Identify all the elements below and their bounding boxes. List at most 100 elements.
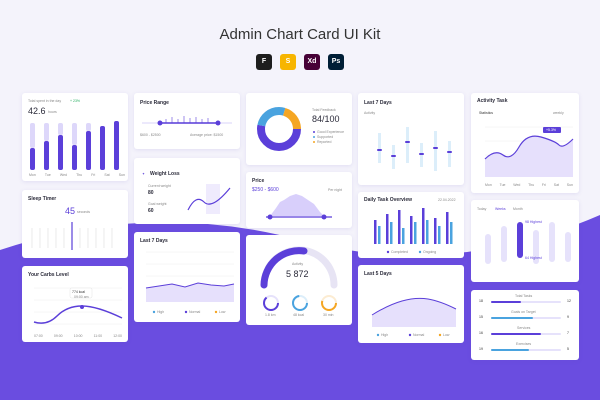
gauge-label: Activity [292,262,304,266]
donut-legend-good: Good Experience [317,130,345,134]
task-row-b: 12 [567,299,571,303]
sleep-ticks [31,222,113,250]
price-range-average: Average price: $1500 [190,133,224,137]
price-histogram[interactable] [246,172,352,228]
task-row-a: 19 [479,347,483,351]
last7b-chart [377,127,452,171]
weight-goal-value: 60 [148,208,154,214]
last7a-legend-high: High [157,310,165,314]
activity-chart [484,126,574,177]
last7a-legend-normal: Normal [189,310,201,314]
activity-days: Mon Tue Wed Thu Fri Sat Sun [485,183,573,187]
activity-badge: +5.3% [546,128,557,132]
sleep-timer-card: Sleep Timer 45 seconds [22,190,128,258]
gauge-card: Activity 5 872 1.8 km 48 kcal 30 min [246,235,352,325]
task-row-b: 7 [567,331,569,335]
weight-loss-card: Weight Loss ✦ Current weight 80 Goal wei… [134,158,240,224]
task-row-a: 15 [479,315,483,319]
range-low-label: 64 Highest [525,256,542,260]
weight-icon: ✦ [142,172,145,176]
donut-legend-reported: Reported [317,140,332,144]
weekly-label: Total spent in the day [28,99,62,103]
carbs-card: Your Carbs Level 774 kcal 09:00 am 07:00… [22,266,128,342]
price-range-card: Price Range $600 - $2500 Average price: … [134,93,240,149]
weight-current-label: Current weight [148,184,171,188]
daily-bars [374,208,453,254]
carbs-tooltip: 774 kcal [72,290,86,294]
gauge-distance: 1.8 km [265,313,276,317]
gauge-time: 30 min [323,313,334,317]
carbs-ticks: 07:00 09:00 10:00 11:00 12:00 [34,334,122,338]
sleep-unit: seconds [77,210,91,214]
daily-date: 22.04.2022 [438,198,456,202]
weekly-unit: hours [48,110,57,114]
carbs-tooltip-time: 09:00 am [74,295,89,299]
donut-label: Total Feedback [312,108,336,112]
tab-today[interactable]: Today [477,207,487,211]
donut-card: Total Feedback 84/100 Good Experience Su… [246,93,352,165]
task-row-a: 16 [479,331,483,335]
last7a-chart [145,251,235,314]
last7b-label: Activity [364,111,376,115]
weight-goal-label: Goal weight [148,202,167,206]
activity-gauge [260,246,338,311]
last7b-title: Last 7 Days [364,100,392,106]
tasks-progress-card: Total Tasks 18 12 Goals on Target 15 9 S… [471,290,579,360]
daily-task-card: Daily Task Overview 22.04.2022 Completed… [358,192,464,258]
weight-title: Weight Loss [150,171,180,177]
tab-weeks[interactable]: Weeks [495,207,506,211]
weekly-bar-card: Total spent in the day + 23% 42.6 hours … [22,93,128,181]
weekly-value: 42.6 [28,106,46,116]
last7-candle-card: Last 7 Days Activity [358,93,464,185]
weekly-delta: + 23% [70,99,81,103]
sketch-icon: S [280,54,296,70]
price-card: Price $250 - $600 Per night [246,172,352,228]
activity-title: Activity Task [477,98,508,104]
donut-value: 84/100 [312,114,340,124]
daily-legend-ongoing: Ongoing [423,250,437,254]
activity-subtitle: Statistics [479,111,494,115]
task-row-label: Services [517,326,531,330]
price-title: Price [252,178,265,184]
weight-current-value: 80 [148,190,154,196]
task-row-label: Total Tasks [515,294,533,298]
daily-legend-completed: Completed [391,250,408,254]
price-range-value: $600 - $2500 [140,133,161,137]
price-value: $250 - $600 [252,187,279,193]
feedback-donut [257,107,315,151]
last5-card: Last 5 Days High Normal Low [358,265,464,343]
activity-period-select[interactable]: weekly [553,111,564,115]
last7a-title: Last 7 Days [140,238,168,244]
task-row-a: 18 [479,299,483,303]
activity-task-card: Activity Task Statistics weekly +5.3% Mo… [471,93,579,193]
xd-icon: Xd [304,54,320,70]
last5-title: Last 5 Days [364,271,392,277]
last7-area-card: Last 7 Days High Normal Low [134,232,240,322]
donut-legend-supported: Supported [317,135,334,139]
task-row-label: Exercises [516,342,532,346]
tab-month[interactable]: Month [513,207,523,211]
range-bars [485,222,571,264]
carbs-chart [33,287,123,325]
gauge-value: 5 872 [286,269,309,279]
sleep-value: 45 [65,206,76,216]
task-row-b: 5 [567,347,569,351]
weight-chart [187,184,231,214]
weekly-bars [30,121,119,170]
price-range-slider[interactable] [134,93,240,149]
figma-icon: F [256,54,272,70]
task-progress-bars [491,301,561,351]
sleep-title: Sleep Timer [28,196,57,202]
last5-chart [371,297,457,337]
price-range-title: Price Range [140,100,169,106]
task-row-b: 9 [567,315,569,319]
tabs-range-card: Today Weeks Month 98 Highest 64 Highest [471,200,579,282]
last7a-legend-low: Low [219,310,226,314]
last5-legend-low: Low [443,333,450,337]
daily-title: Daily Task Overview [364,197,412,203]
last5-legend-normal: Normal [413,333,425,337]
range-high-label: 98 Highest [525,220,542,224]
tool-icons: F S Xd Ps [0,54,600,70]
last5-legend-high: High [381,333,389,337]
price-per: Per night [328,188,343,192]
